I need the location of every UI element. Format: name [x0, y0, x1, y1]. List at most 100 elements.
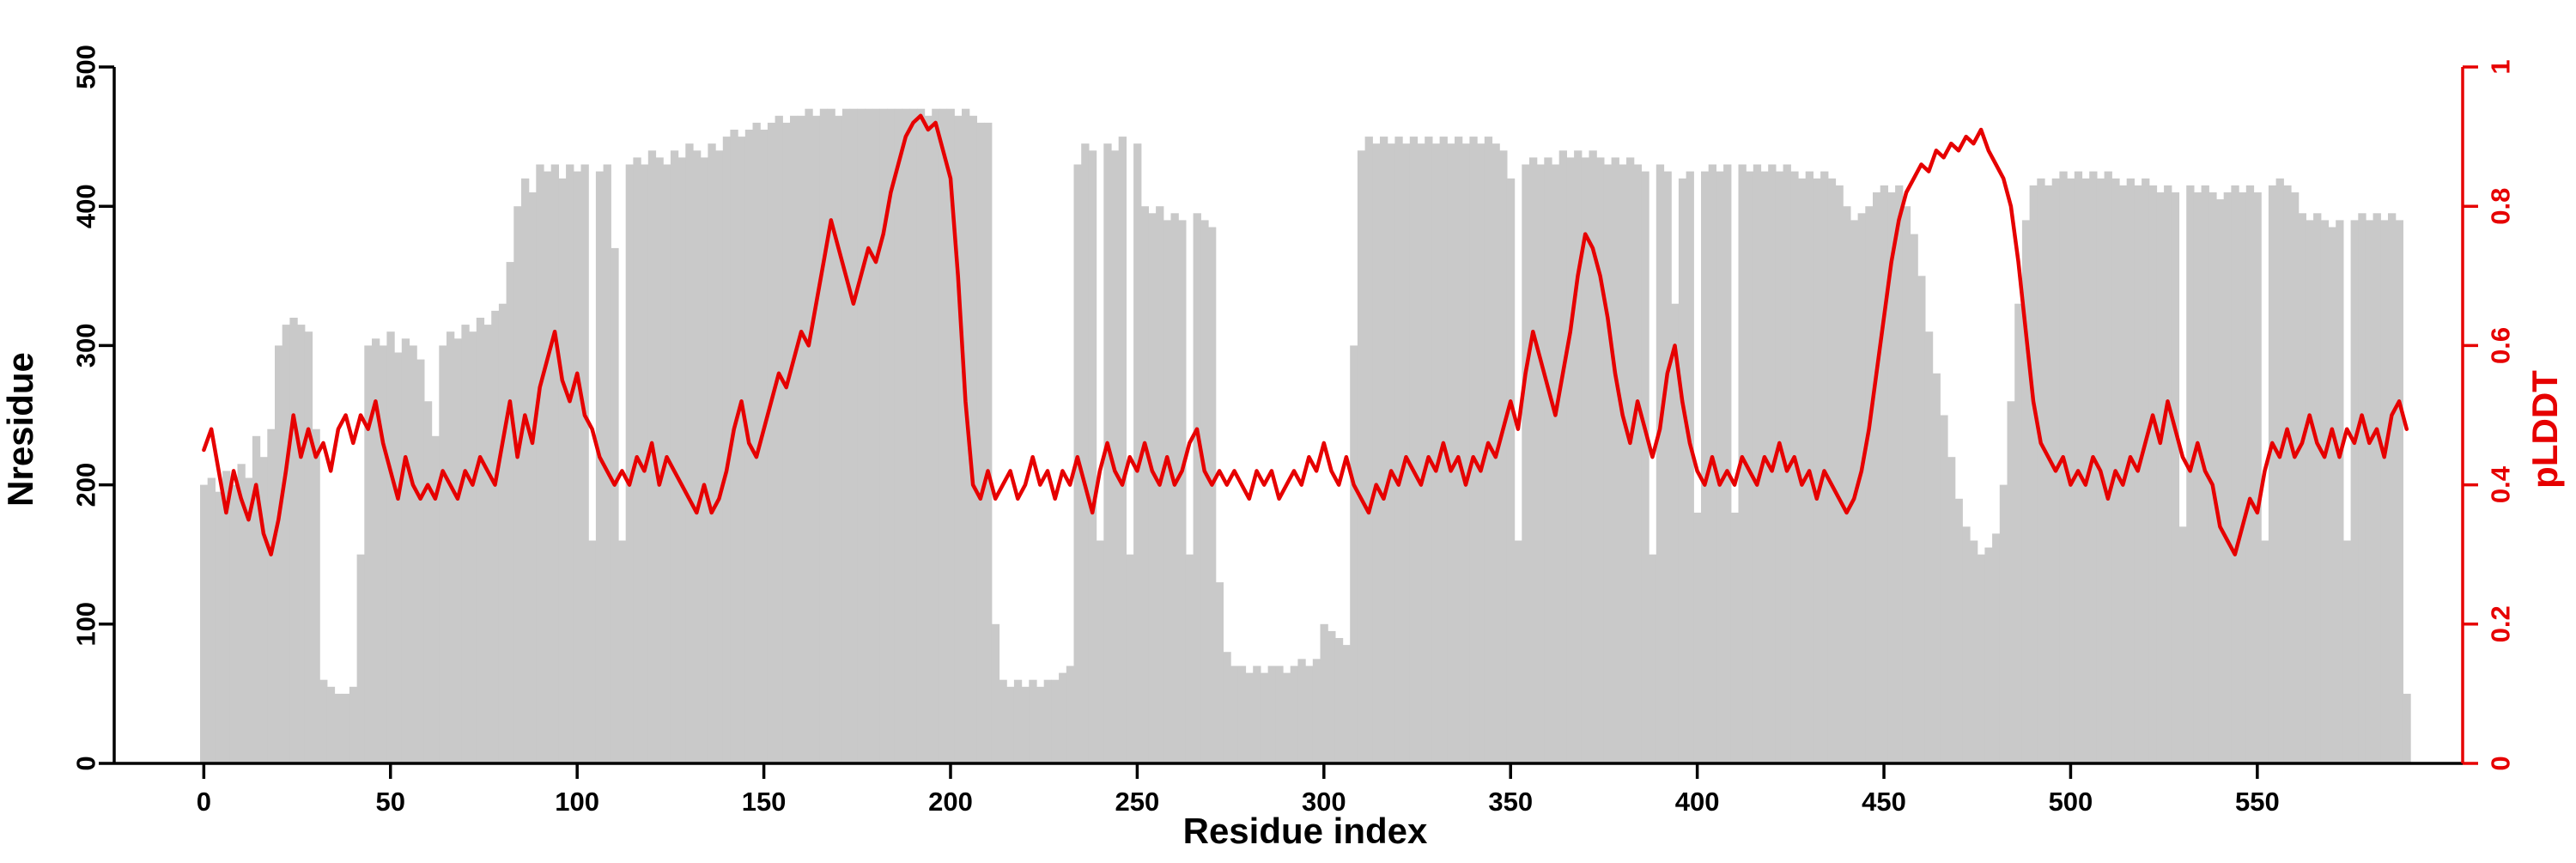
- nresidue-bar: [364, 345, 373, 763]
- nresidue-bar: [1932, 373, 1941, 763]
- nresidue-bar: [312, 428, 320, 763]
- nresidue-bar: [857, 108, 866, 763]
- nresidue-bar: [2291, 192, 2300, 763]
- nresidue-bar: [670, 150, 679, 764]
- nresidue-bar: [1253, 665, 1261, 763]
- nresidue-bar: [819, 108, 829, 763]
- nresidue-bar: [2223, 192, 2232, 763]
- nresidue-bar: [1215, 582, 1224, 763]
- axes-layer: 0 100 200 300 400 500 0 50 100 150 200 250 300 350 400…: [71, 45, 2516, 817]
- nresidue-bar: [1984, 547, 1993, 763]
- nresidue-bar: [469, 331, 477, 763]
- nresidue-bar: [1790, 171, 1799, 764]
- nresidue-bar: [1305, 665, 1314, 763]
- nresidue-bar: [2014, 303, 2023, 763]
- right-axis-title: pLDDT: [2524, 370, 2565, 489]
- nresidue-bar: [2372, 213, 2381, 764]
- nresidue-bar: [595, 171, 605, 764]
- nresidue-bar: [835, 115, 843, 764]
- nresidue-bar: [1783, 164, 1791, 763]
- nresidue-bar: [2074, 171, 2083, 764]
- nresidue-bar: [730, 130, 738, 763]
- nresidue-bar: [1447, 143, 1455, 763]
- nresidue-bar: [1461, 143, 1470, 763]
- nresidue-bar: [693, 150, 702, 764]
- nresidue-bar: [356, 554, 365, 763]
- nresidue-bar: [1223, 652, 1231, 763]
- nresidue-bar: [1940, 415, 1948, 763]
- nresidue-bar: [229, 484, 239, 763]
- nresidue-bar: [1880, 185, 1888, 763]
- nresidue-bar: [297, 325, 306, 763]
- nresidue-bar: [1178, 220, 1187, 763]
- x-axis-title: Residue index: [1183, 811, 1428, 851]
- nresidue-bar: [1051, 679, 1060, 763]
- nresidue-bar: [946, 108, 955, 763]
- nresidue-bar: [342, 693, 350, 763]
- nresidue-bar: [1873, 192, 1881, 763]
- nresidue-bar: [1029, 679, 1037, 763]
- nresidue-bar: [349, 686, 358, 763]
- nresidue-bar: [1843, 206, 1851, 763]
- nresidue-bar: [1245, 672, 1254, 763]
- nresidue-bar: [558, 178, 567, 764]
- nresidue-bar: [386, 331, 395, 763]
- nresidue-bar: [1910, 234, 1918, 764]
- nresidue-bar: [1581, 157, 1590, 763]
- nresidue-bar: [1805, 171, 1814, 764]
- nresidue-bar: [580, 164, 589, 763]
- x-tick-label: 250: [1115, 787, 1160, 817]
- nresidue-bar: [2208, 192, 2217, 763]
- nresidue-bar: [476, 318, 485, 763]
- nresidue-bar: [1552, 164, 1560, 763]
- nresidue-bar: [1103, 143, 1112, 763]
- nresidue-bar: [1544, 157, 1552, 763]
- nresidue-bar: [2037, 178, 2045, 764]
- nresidue-bar: [879, 108, 888, 763]
- x-tick-label: 550: [2235, 787, 2280, 817]
- nresidue-bar: [1887, 192, 1896, 763]
- nresidue-bar: [1043, 679, 1052, 763]
- nresidue-bar: [1372, 143, 1381, 763]
- nresidue-bar: [2268, 185, 2277, 763]
- nresidue-bar: [1566, 157, 1575, 763]
- nresidue-bar: [1059, 672, 1067, 763]
- nresidue-bar: [1924, 331, 1934, 763]
- nresidue-bar: [1730, 513, 1740, 763]
- nresidue-bar: [1558, 150, 1567, 764]
- nresidue-bar: [1619, 164, 1627, 763]
- nresidue-bar: [1021, 686, 1030, 763]
- nresidue-bar: [790, 115, 799, 764]
- nresidue-bar: [2231, 185, 2239, 763]
- nresidue-bar: [453, 338, 462, 763]
- nresidue-bar: [326, 686, 336, 763]
- nresidue-bar: [752, 122, 761, 763]
- nresidue-bar: [431, 435, 440, 763]
- nresidue-bar: [447, 331, 455, 763]
- nresidue-bar: [1013, 679, 1023, 763]
- nresidue-bar: [2261, 540, 2269, 763]
- nresidue-bar: [372, 338, 380, 763]
- nresidue-bar: [461, 325, 470, 763]
- nresidue-bar: [2320, 220, 2330, 763]
- nresidue-bar: [275, 345, 283, 763]
- nresidue-bar: [2007, 401, 2015, 763]
- nresidue-bar: [1813, 178, 1821, 764]
- nresidue-bar: [2126, 178, 2135, 764]
- nresidue-bar: [954, 115, 963, 764]
- nresidue-bar: [1140, 206, 1149, 763]
- nresidue-bar: [2193, 192, 2202, 763]
- nresidue-bar: [1394, 137, 1403, 764]
- nresidue-bar: [1380, 137, 1388, 764]
- nresidue-bar: [924, 115, 933, 764]
- nresidue-bar: [1118, 137, 1127, 764]
- nresidue-bar: [1237, 665, 1247, 763]
- nresidue-bar: [1738, 164, 1747, 763]
- nresidue-bar: [1267, 665, 1276, 763]
- nresidue-bar: [2328, 227, 2336, 763]
- nresidue-bar: [544, 171, 552, 764]
- nresidue-bar: [1529, 157, 1538, 763]
- nresidue-bar: [1902, 206, 1911, 763]
- nresidue-bar: [1798, 178, 1807, 764]
- nresidue-bar: [1484, 137, 1493, 764]
